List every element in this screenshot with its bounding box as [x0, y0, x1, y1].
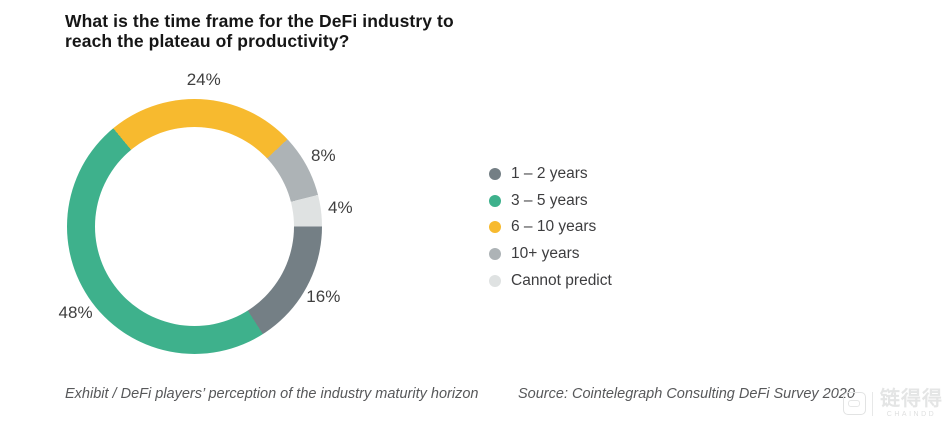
watermark-text: 链得得 CHAINDD	[880, 388, 943, 419]
legend-item: 10+ years	[489, 241, 612, 268]
legend-swatch-icon	[489, 168, 501, 181]
legend-item: 6 – 10 years	[489, 214, 612, 241]
legend-item-label: 10+ years	[511, 245, 580, 263]
legend-item: Cannot predict	[489, 267, 612, 294]
legend-item-label: 6 – 10 years	[511, 218, 597, 236]
watermark-cjk-label: 链得得	[880, 388, 943, 410]
legend-item: 3 – 5 years	[489, 188, 612, 215]
legend-item-label: 1 – 2 years	[511, 165, 588, 183]
chart-title-line1: What is the time frame for the DeFi indu…	[65, 11, 454, 31]
slice-label: 4%	[328, 198, 353, 218]
chart-title: What is the time frame for the DeFi indu…	[65, 11, 454, 51]
slice-label: 8%	[311, 145, 336, 165]
legend-item-label: 3 – 5 years	[511, 191, 588, 209]
source-caption: Source: Cointelegraph Consulting DeFi Su…	[518, 386, 855, 402]
slice-label: 48%	[58, 302, 93, 322]
legend-swatch-icon	[489, 248, 501, 261]
watermark-latin-label: CHAINDD	[886, 411, 937, 418]
chart-title-line2: reach the plateau of productivity?	[65, 31, 350, 51]
legend-item: 1 – 2 years	[489, 161, 612, 188]
legend-item-label: Cannot predict	[511, 271, 612, 289]
slice-label: 16%	[306, 287, 341, 307]
legend-swatch-icon	[489, 274, 501, 287]
watermark-divider	[872, 391, 873, 416]
slice-label: 24%	[186, 69, 221, 89]
chaindd-logo-icon	[843, 392, 866, 415]
legend-swatch-icon	[489, 194, 501, 207]
donut-hole	[95, 127, 294, 326]
chaindd-watermark: 链得得 CHAINDD	[843, 389, 943, 418]
exhibit-caption: Exhibit / DeFi players’ perception of th…	[65, 386, 479, 402]
legend: 1 – 2 years 3 – 5 years 6 – 10 years 10+ ye…	[489, 161, 612, 294]
legend-swatch-icon	[489, 221, 501, 234]
